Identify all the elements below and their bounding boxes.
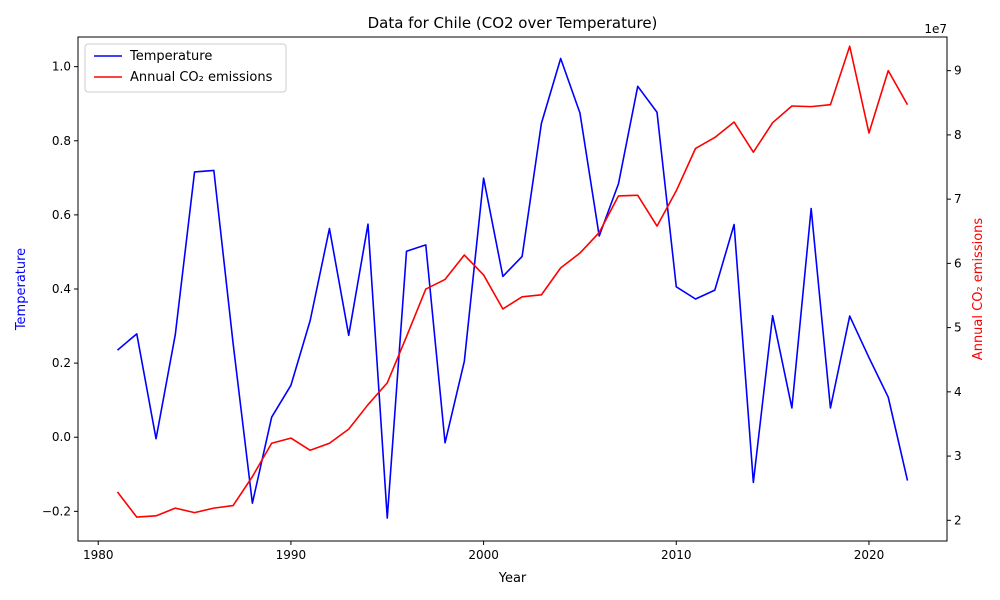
x-tick-label: 2020 [854, 548, 885, 562]
legend: Temperature Annual CO₂ emissions [84, 43, 287, 93]
left-tick-label: 0.4 [52, 282, 71, 296]
x-axis-ticks: 1980 1990 2000 2010 2020 [83, 541, 884, 562]
plot-frame [77, 36, 948, 542]
right-tick-label: 6 [954, 256, 962, 270]
right-tick-label: 3 [954, 449, 962, 463]
legend-label-temperature: Temperature [129, 49, 212, 64]
right-tick-label: 7 [954, 192, 962, 206]
left-tick-label: 0.6 [52, 208, 71, 222]
right-tick-label: 9 [954, 64, 962, 78]
x-tick-label: 2010 [661, 548, 692, 562]
left-tick-label: 0.0 [52, 430, 71, 444]
chart-title: Data for Chile (CO2 over Temperature) [368, 14, 658, 32]
co2-emissions-line [116, 45, 909, 518]
right-tick-label: 2 [954, 513, 962, 527]
x-tick-label: 1980 [83, 548, 114, 562]
right-tick-label: 8 [954, 128, 962, 142]
x-axis-title: Year [498, 571, 527, 586]
legend-label-co2: Annual CO₂ emissions [130, 70, 273, 85]
series-lines [116, 45, 909, 519]
legend-box [84, 43, 287, 93]
left-tick-label: 1.0 [52, 60, 71, 74]
temperature-line [116, 57, 909, 519]
right-axis-title: Annual CO₂ emissions [971, 218, 986, 361]
plot-area [78, 37, 947, 541]
right-tick-label: 5 [954, 321, 962, 335]
right-axis-ticks: 2 3 4 5 6 7 8 9 [947, 64, 962, 527]
right-tick-label: 4 [954, 385, 962, 399]
right-axis-offset-label: 1e7 [924, 22, 947, 36]
left-tick-label: 0.2 [52, 356, 71, 370]
left-tick-label: −0.2 [42, 504, 71, 518]
left-axis-title: Temperature [14, 248, 29, 331]
x-tick-label: 2000 [468, 548, 499, 562]
left-tick-label: 0.8 [52, 134, 71, 148]
left-axis-ticks: −0.2 0.0 0.2 0.4 0.6 0.8 1.0 [42, 60, 78, 518]
x-tick-label: 1990 [276, 548, 307, 562]
